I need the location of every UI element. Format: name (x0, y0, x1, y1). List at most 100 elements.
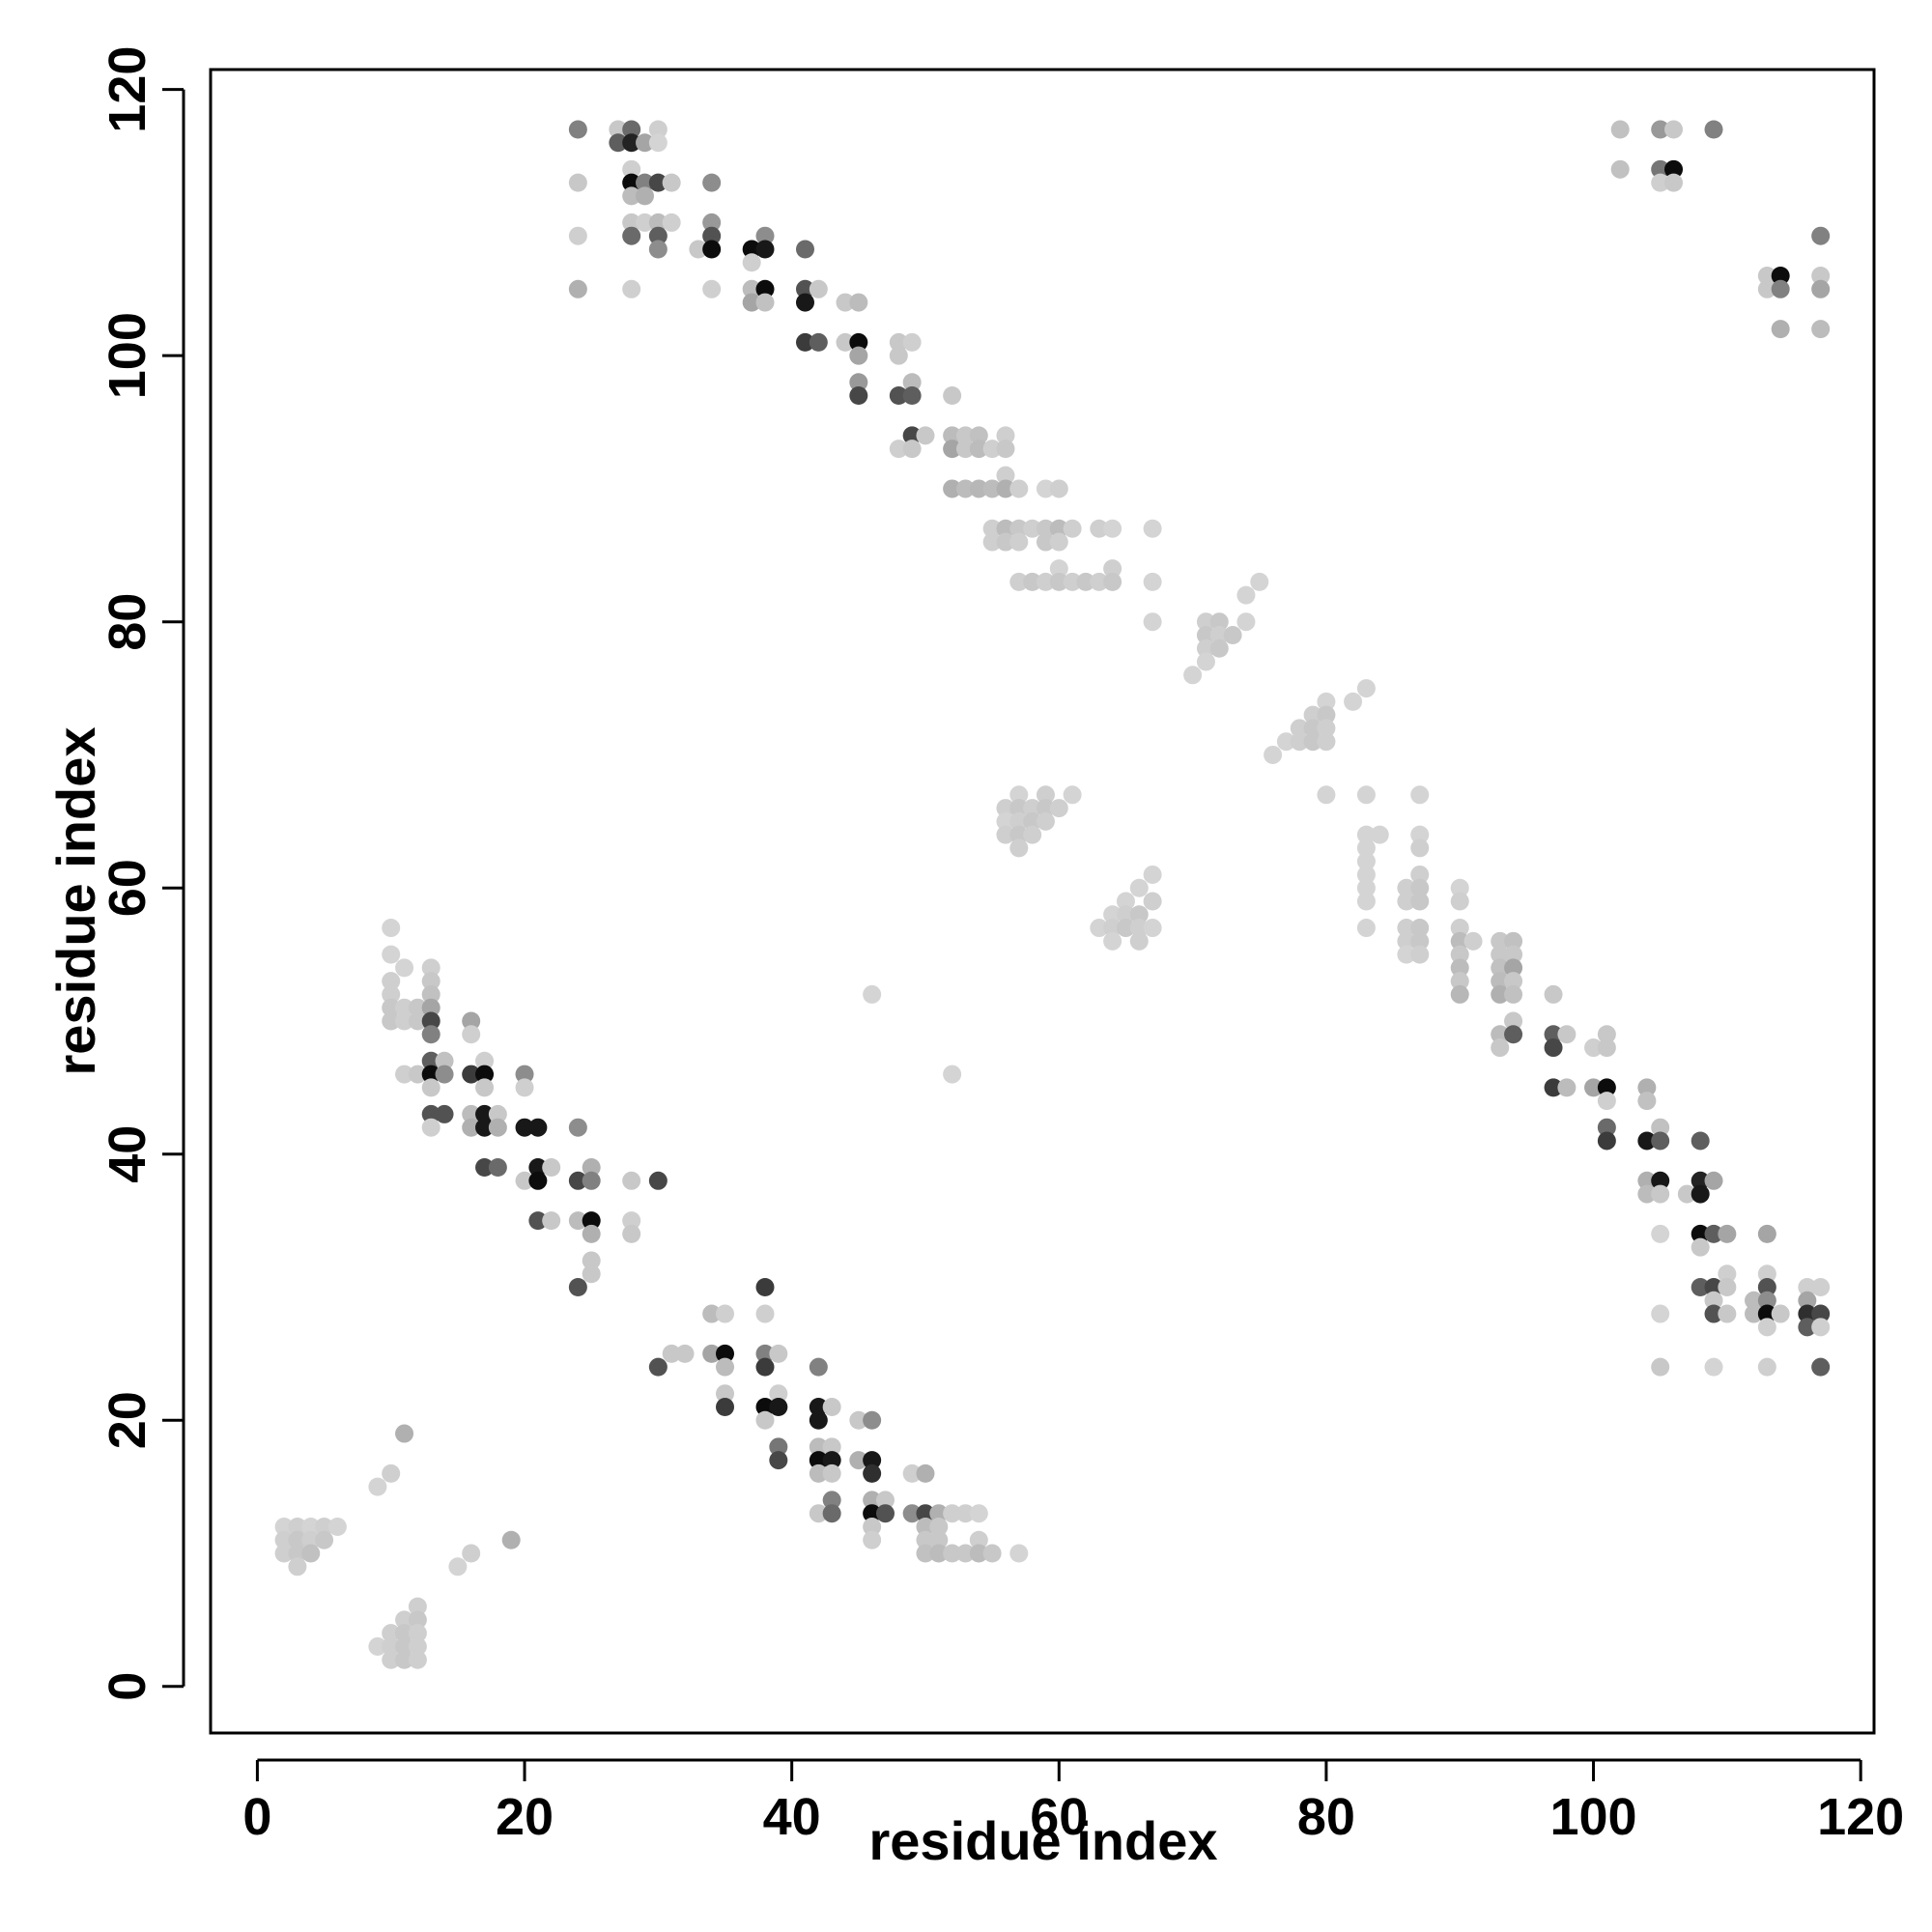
data-point (1356, 852, 1376, 871)
data-point (1798, 1291, 1817, 1310)
data-point (1798, 1304, 1817, 1323)
y-tick-label: 80 (99, 593, 156, 651)
data-point (889, 346, 908, 365)
data-point (462, 1011, 481, 1031)
data-point (1504, 945, 1523, 964)
data-point (435, 1051, 454, 1070)
data-point (475, 1078, 495, 1097)
data-point (769, 1397, 788, 1416)
data-point (622, 1171, 641, 1190)
data-point (1811, 1357, 1831, 1377)
data-point (1690, 1131, 1710, 1151)
data-point (943, 426, 962, 445)
data-point (929, 1530, 949, 1549)
y-tick-label: 40 (99, 1125, 156, 1183)
data-point (1049, 519, 1068, 538)
data-point (809, 1410, 828, 1430)
data-point (1771, 320, 1790, 339)
data-point (622, 279, 641, 298)
data-point (929, 1517, 949, 1536)
data-point (1491, 984, 1510, 1004)
data-point (969, 440, 988, 459)
data-point (1209, 639, 1229, 658)
data-point (1410, 825, 1430, 844)
data-point (836, 332, 855, 352)
data-point (421, 1078, 440, 1097)
data-point (1090, 919, 1109, 938)
data-point (622, 159, 641, 179)
data-point (662, 213, 681, 232)
data-point (1651, 159, 1670, 179)
data-point (1690, 1237, 1710, 1257)
data-point (1023, 825, 1042, 844)
data-point (408, 1610, 427, 1630)
data-point (1798, 1318, 1817, 1337)
data-point (475, 1065, 495, 1084)
data-point (1036, 519, 1055, 538)
data-point (1303, 719, 1322, 738)
data-point (809, 1504, 828, 1523)
data-point (1036, 799, 1055, 818)
data-point (929, 1544, 949, 1563)
data-point (742, 253, 761, 272)
data-point (863, 1504, 882, 1523)
data-point (528, 1118, 548, 1137)
data-point (395, 1650, 414, 1669)
data-point (582, 1211, 601, 1231)
data-point (1771, 1304, 1790, 1323)
data-point (1757, 279, 1776, 298)
data-point (1491, 972, 1510, 991)
data-point (288, 1557, 307, 1577)
y-tick-label: 0 (99, 1672, 156, 1701)
data-point (969, 426, 988, 445)
x-tick-label: 120 (1817, 1788, 1904, 1846)
data-point (1504, 931, 1523, 951)
data-point (1036, 532, 1055, 552)
data-point (395, 1610, 414, 1630)
data-point (982, 479, 1002, 498)
data-point (568, 173, 587, 192)
data-point (1410, 919, 1430, 938)
data-point (1651, 1118, 1670, 1137)
data-point (1557, 1078, 1577, 1097)
data-point (902, 1463, 922, 1483)
data-point (755, 226, 775, 245)
data-point (1704, 1291, 1723, 1310)
data-point (1036, 572, 1055, 591)
x-tick-label: 0 (242, 1788, 271, 1846)
data-point (475, 1051, 495, 1070)
data-point (1356, 919, 1376, 938)
data-point (716, 1304, 735, 1323)
data-point (301, 1544, 321, 1563)
data-point (1651, 1357, 1670, 1377)
data-point (889, 386, 908, 406)
data-point (982, 440, 1002, 459)
data-point (395, 1065, 414, 1084)
data-point (1250, 572, 1269, 591)
data-point (943, 1544, 962, 1563)
data-point (382, 1624, 401, 1643)
data-point (1757, 1291, 1776, 1310)
data-point (755, 1397, 775, 1416)
data-point (1129, 919, 1149, 938)
data-point (1544, 1038, 1563, 1058)
data-point (515, 1078, 534, 1097)
data-point (622, 1211, 641, 1231)
data-point (421, 998, 440, 1017)
data-point (1745, 1291, 1764, 1310)
data-point (582, 1224, 601, 1243)
data-point (863, 1410, 882, 1430)
data-point (955, 1544, 975, 1563)
data-point (809, 1357, 828, 1377)
data-point (702, 173, 722, 192)
data-point (1023, 811, 1042, 831)
data-point (408, 1636, 427, 1656)
data-point (1129, 905, 1149, 924)
data-point (755, 1357, 775, 1377)
data-point (1009, 838, 1029, 858)
data-point (822, 1451, 841, 1470)
data-point (1009, 825, 1029, 844)
data-point (542, 1211, 561, 1231)
data-point (1356, 679, 1376, 698)
data-point (1063, 519, 1082, 538)
